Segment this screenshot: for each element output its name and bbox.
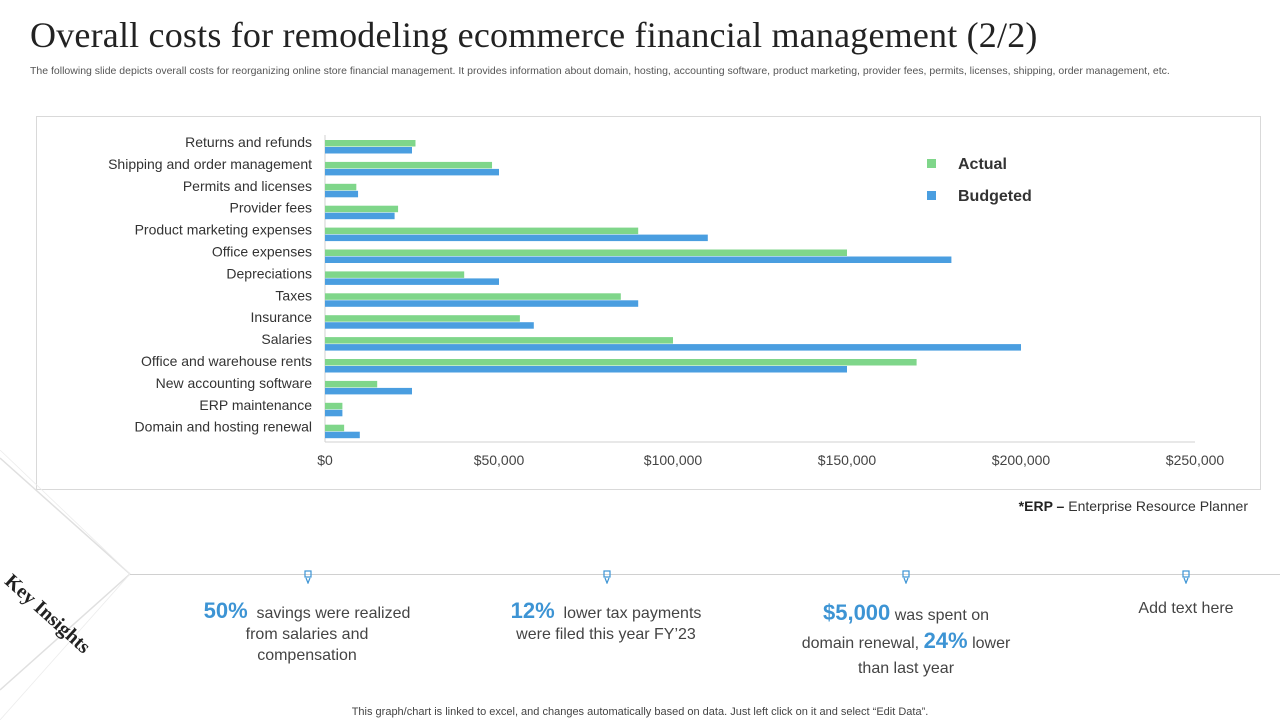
erp-footnote: *ERP – Enterprise Resource Planner	[1019, 498, 1248, 514]
category-label: ERP maintenance	[199, 397, 312, 413]
legend-swatch-actual	[927, 159, 936, 168]
bar-budgeted	[325, 387, 412, 395]
insight-text-secondary: lower than last year	[857, 635, 1011, 677]
category-label: Shipping and order management	[108, 156, 312, 172]
category-label: Salaries	[261, 331, 312, 347]
insight-highlight: 12%	[510, 598, 555, 623]
timeline-line	[130, 574, 1280, 575]
key-insights-band	[0, 450, 131, 720]
insight-2: 12% lower tax payments were filed this y…	[496, 600, 716, 645]
category-label: Returns and refunds	[185, 134, 312, 150]
insight-placeholder-text[interactable]: Add text here	[1138, 600, 1234, 617]
x-tick-label: $150,000	[818, 452, 877, 468]
category-label: Domain and hosting renewal	[135, 419, 312, 435]
bar-budgeted	[325, 168, 499, 176]
bar-chart[interactable]: Returns and refunds Shipping and order ma…	[37, 117, 1262, 491]
category-label: Product marketing expenses	[135, 222, 312, 238]
insight-text: savings were realized from salaries and …	[245, 605, 411, 664]
bar-actual	[325, 205, 399, 213]
bar-budgeted	[325, 234, 708, 242]
x-tick-label: $100,000	[644, 452, 703, 468]
bar-actual	[325, 337, 673, 344]
category-label: Insurance	[251, 309, 313, 325]
bar-budgeted	[325, 409, 343, 417]
bar-budgeted	[325, 366, 847, 373]
insight-3: $5,000 was spent on domain renewal, 24% …	[796, 600, 1016, 681]
category-label: Provider fees	[230, 200, 312, 216]
x-tick-label: $200,000	[992, 452, 1051, 468]
bar-actual	[325, 140, 416, 147]
bar-actual	[325, 271, 465, 278]
bar-actual	[325, 293, 621, 300]
bar-budgeted	[325, 212, 395, 220]
timeline-marker-icon	[1182, 570, 1190, 584]
chart-container[interactable]: Returns and refunds Shipping and order ma…	[36, 116, 1261, 490]
footnote-text: Enterprise Resource Planner	[1068, 498, 1248, 514]
category-label: New accounting software	[156, 375, 313, 391]
bar-actual	[325, 380, 378, 388]
category-label: Office and warehouse rents	[141, 353, 312, 369]
bar-budgeted	[325, 278, 499, 285]
insight-highlight: 50%	[203, 598, 248, 623]
bar-budgeted	[325, 322, 534, 329]
insight-1: 50% savings were realized from salaries …	[197, 600, 417, 666]
insight-highlight-secondary: 24%	[923, 628, 968, 653]
page-subtitle: The following slide depicts overall cost…	[30, 65, 1170, 77]
bar-actual	[325, 315, 520, 322]
bar-budgeted	[325, 344, 1021, 351]
category-label: Permits and licenses	[183, 178, 312, 194]
insight-4[interactable]: Add text here	[1076, 598, 1280, 619]
bar-actual	[325, 359, 917, 366]
insight-text: lower tax payments were filed this year …	[516, 605, 702, 643]
bar-actual	[325, 424, 345, 432]
x-tick-label: $50,000	[474, 452, 525, 468]
bar-actual	[325, 227, 639, 235]
bar-budgeted	[325, 190, 359, 198]
timeline-marker-icon	[902, 570, 910, 584]
legend-label-actual: Actual	[958, 156, 1007, 173]
insight-text: was spent on domain renewal,	[801, 607, 990, 652]
page-title: Overall costs for remodeling ecommerce f…	[30, 15, 1038, 55]
legend-label-budgeted: Budgeted	[958, 188, 1032, 205]
category-label: Office expenses	[212, 244, 312, 260]
x-tick-label: $0	[317, 452, 333, 468]
legend-swatch-budgeted	[927, 191, 936, 200]
chart-disclaimer: This graph/chart is linked to excel, and…	[351, 706, 929, 718]
bar-budgeted	[325, 300, 639, 307]
bar-budgeted	[325, 147, 412, 154]
bar-budgeted	[325, 256, 952, 263]
category-label: Depreciations	[226, 265, 312, 281]
timeline-marker-icon	[304, 570, 312, 584]
bar-actual	[325, 402, 343, 410]
timeline-marker-icon	[603, 570, 611, 584]
bar-actual	[325, 161, 493, 169]
insight-highlight: $5,000	[822, 600, 891, 625]
footnote-abbr: *ERP –	[1018, 498, 1065, 514]
bar-budgeted	[325, 431, 360, 439]
bar-actual	[325, 249, 847, 256]
bar-actual	[325, 183, 357, 191]
x-tick-label: $250,000	[1166, 452, 1225, 468]
category-label: Taxes	[275, 287, 312, 303]
